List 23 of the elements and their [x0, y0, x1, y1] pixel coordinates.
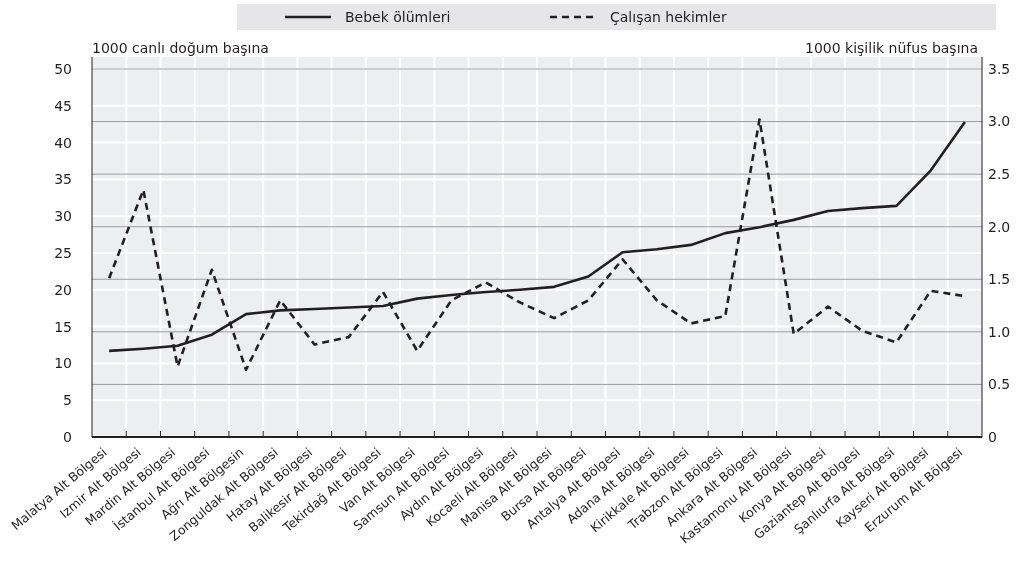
y-tick-label: 20 — [54, 281, 72, 298]
y-axis-title: 1000 canlı doğum başına — [92, 40, 269, 56]
y2-tick-label: 3.0 — [988, 113, 1011, 130]
y-tick-label: 40 — [54, 134, 72, 151]
y2-axis-title: 1000 kişilik nüfus başına — [805, 40, 978, 56]
y2-tick-label: 3.5 — [988, 60, 1011, 77]
y2-tick-label: 2.5 — [988, 166, 1011, 183]
y2-tick-label: 0 — [988, 428, 997, 445]
legend-label: Bebek ölümleri — [345, 9, 451, 25]
y-tick-label: 45 — [54, 97, 72, 114]
y-tick-label: 15 — [54, 318, 72, 335]
y-tick-label: 10 — [54, 355, 72, 372]
y-tick-label: 30 — [54, 208, 72, 225]
y2-tick-label: 0.5 — [988, 376, 1011, 393]
y-tick-label: 5 — [63, 392, 72, 409]
legend-label: Çalışan hekimler — [610, 9, 727, 25]
y2-tick-label: 1.0 — [988, 323, 1011, 340]
y2-tick-label: 2.0 — [988, 218, 1011, 235]
y-tick-label: 25 — [54, 244, 72, 261]
y2-tick-label: 1.5 — [988, 271, 1011, 288]
y-tick-label: 50 — [54, 60, 72, 77]
y-tick-label: 0 — [63, 428, 72, 445]
y-tick-label: 35 — [54, 171, 72, 188]
